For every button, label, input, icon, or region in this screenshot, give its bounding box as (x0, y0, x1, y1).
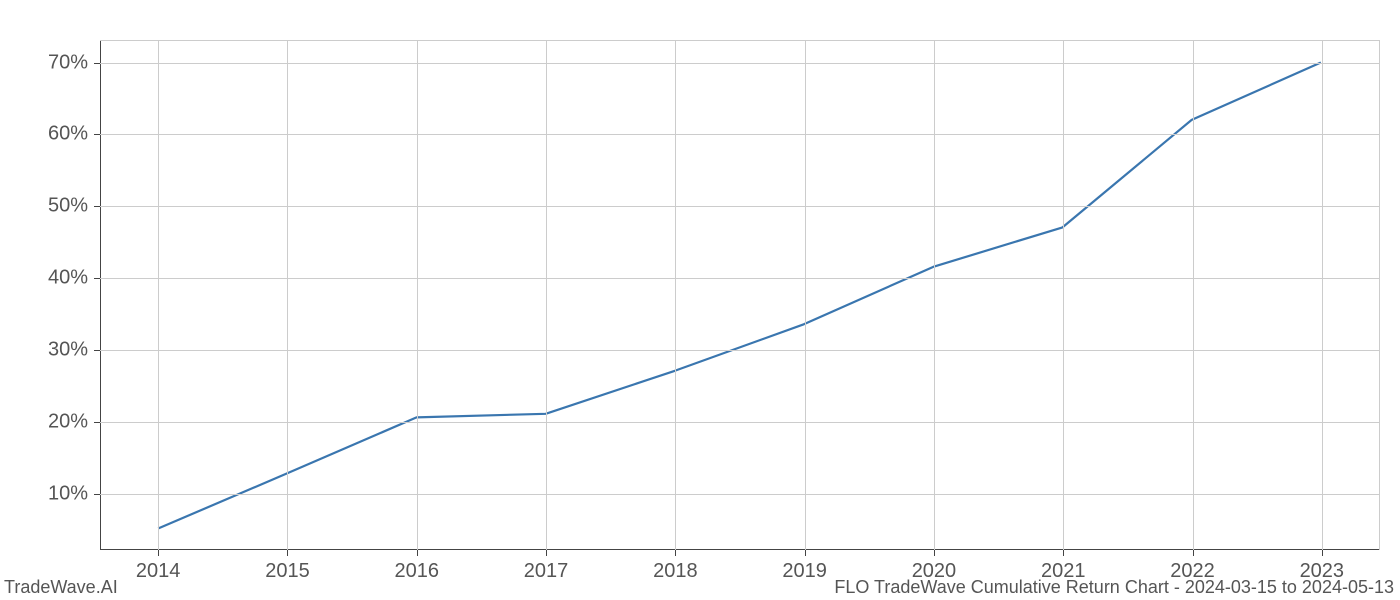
gridline-horizontal (100, 206, 1379, 207)
gridline-vertical (1193, 41, 1194, 550)
gridline-horizontal (100, 422, 1379, 423)
x-tick-label: 2015 (265, 550, 310, 583)
gridline-vertical (287, 41, 288, 550)
line-series-layer (100, 41, 1379, 550)
chart-title-footer: FLO TradeWave Cumulative Return Chart - … (834, 577, 1394, 598)
gridline-vertical (158, 41, 159, 550)
x-tick-label: 2019 (782, 550, 827, 583)
x-tick-label: 2014 (136, 550, 181, 583)
gridline-horizontal (100, 134, 1379, 135)
x-tick-label: 2017 (524, 550, 569, 583)
line-series (158, 63, 1321, 529)
y-tick-label: 40% (48, 267, 100, 290)
gridline-vertical (934, 41, 935, 550)
x-tick-label: 2016 (395, 550, 440, 583)
y-tick-label: 70% (48, 51, 100, 74)
gridline-vertical (1322, 41, 1323, 550)
gridline-horizontal (100, 494, 1379, 495)
y-tick-label: 50% (48, 195, 100, 218)
watermark-left: TradeWave.AI (4, 577, 118, 598)
gridline-vertical (546, 41, 547, 550)
chart-plot-area: 10%20%30%40%50%60%70%2014201520162017201… (100, 40, 1380, 550)
y-tick-label: 30% (48, 338, 100, 361)
plot-background: 10%20%30%40%50%60%70%2014201520162017201… (100, 40, 1380, 550)
gridline-horizontal (100, 63, 1379, 64)
gridline-vertical (1063, 41, 1064, 550)
x-tick-label: 2018 (653, 550, 698, 583)
y-tick-label: 60% (48, 123, 100, 146)
gridline-vertical (805, 41, 806, 550)
gridline-vertical (417, 41, 418, 550)
y-tick-label: 20% (48, 410, 100, 433)
gridline-horizontal (100, 278, 1379, 279)
y-tick-label: 10% (48, 482, 100, 505)
gridline-horizontal (100, 350, 1379, 351)
gridline-vertical (675, 41, 676, 550)
